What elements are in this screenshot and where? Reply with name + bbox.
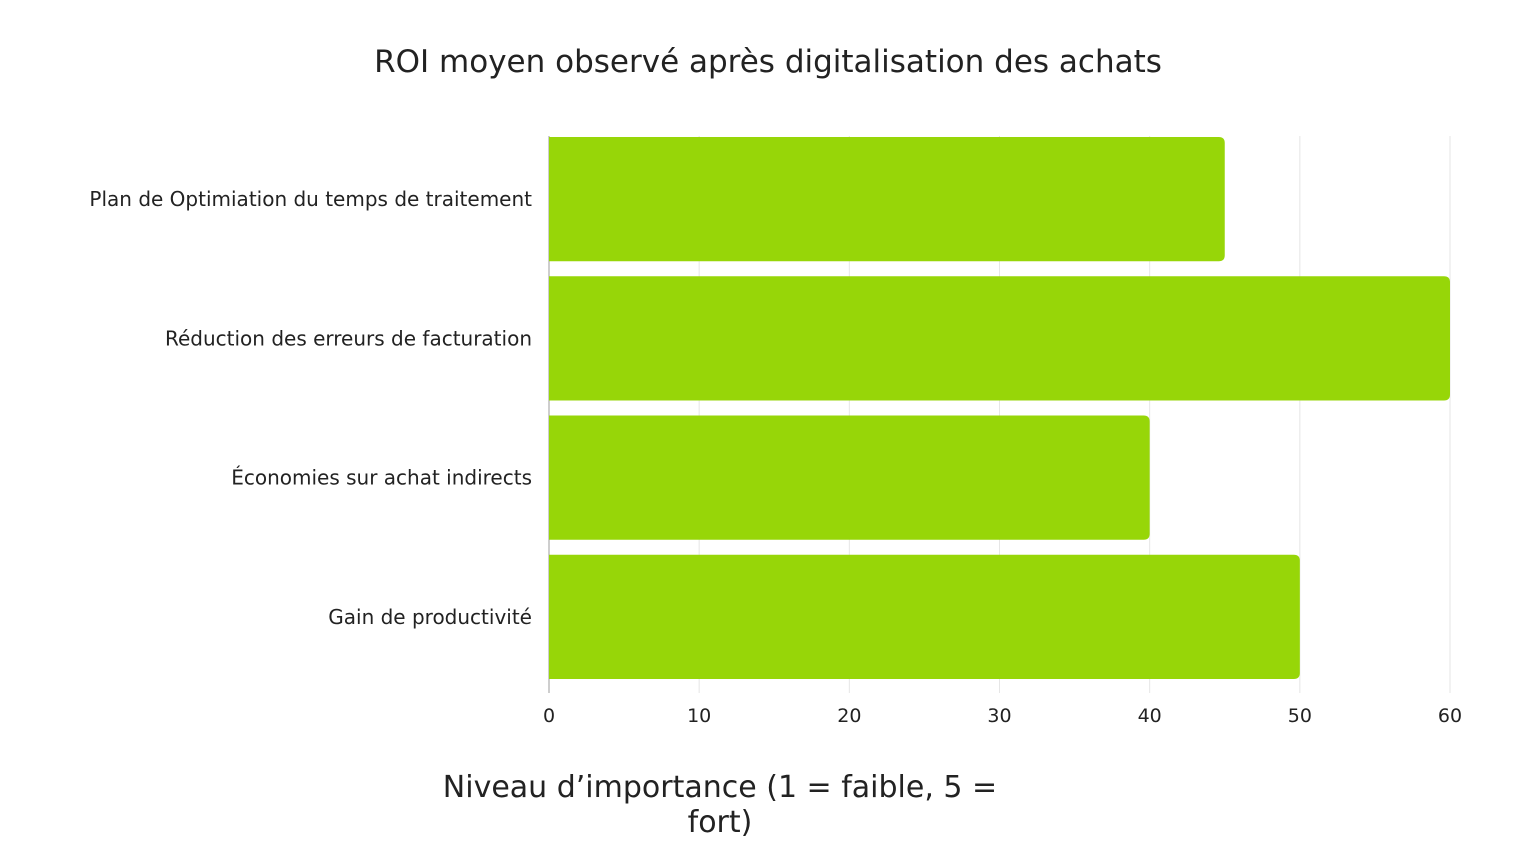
category-label: Économies sur achat indirects bbox=[231, 466, 532, 490]
bar bbox=[549, 276, 1450, 401]
x-tick-label: 0 bbox=[543, 705, 555, 727]
x-tick-labels: 0 10 20 30 40 50 60 bbox=[543, 705, 1462, 727]
bar bbox=[549, 137, 1225, 262]
category-label: Réduction des erreurs de facturation bbox=[165, 326, 532, 350]
x-tick-label: 10 bbox=[687, 705, 711, 727]
x-tick-label: 60 bbox=[1438, 705, 1462, 727]
bar bbox=[549, 554, 1300, 679]
bar bbox=[549, 415, 1150, 540]
x-tick-label: 40 bbox=[1138, 705, 1162, 727]
x-axis-label: Niveau d’importance (1 = faible, 5 = for… bbox=[442, 770, 998, 840]
category-label: Gain de productivité bbox=[328, 605, 532, 629]
x-tick-label: 20 bbox=[837, 705, 861, 727]
category-labels: Plan de Optimiation du temps de traiteme… bbox=[89, 187, 532, 629]
x-tick-label: 50 bbox=[1288, 705, 1312, 727]
bars bbox=[549, 137, 1450, 679]
x-tick-label: 30 bbox=[987, 705, 1011, 727]
category-label: Plan de Optimiation du temps de traiteme… bbox=[89, 187, 532, 211]
chart-title: ROI moyen observé après digitalisation d… bbox=[374, 44, 1162, 80]
